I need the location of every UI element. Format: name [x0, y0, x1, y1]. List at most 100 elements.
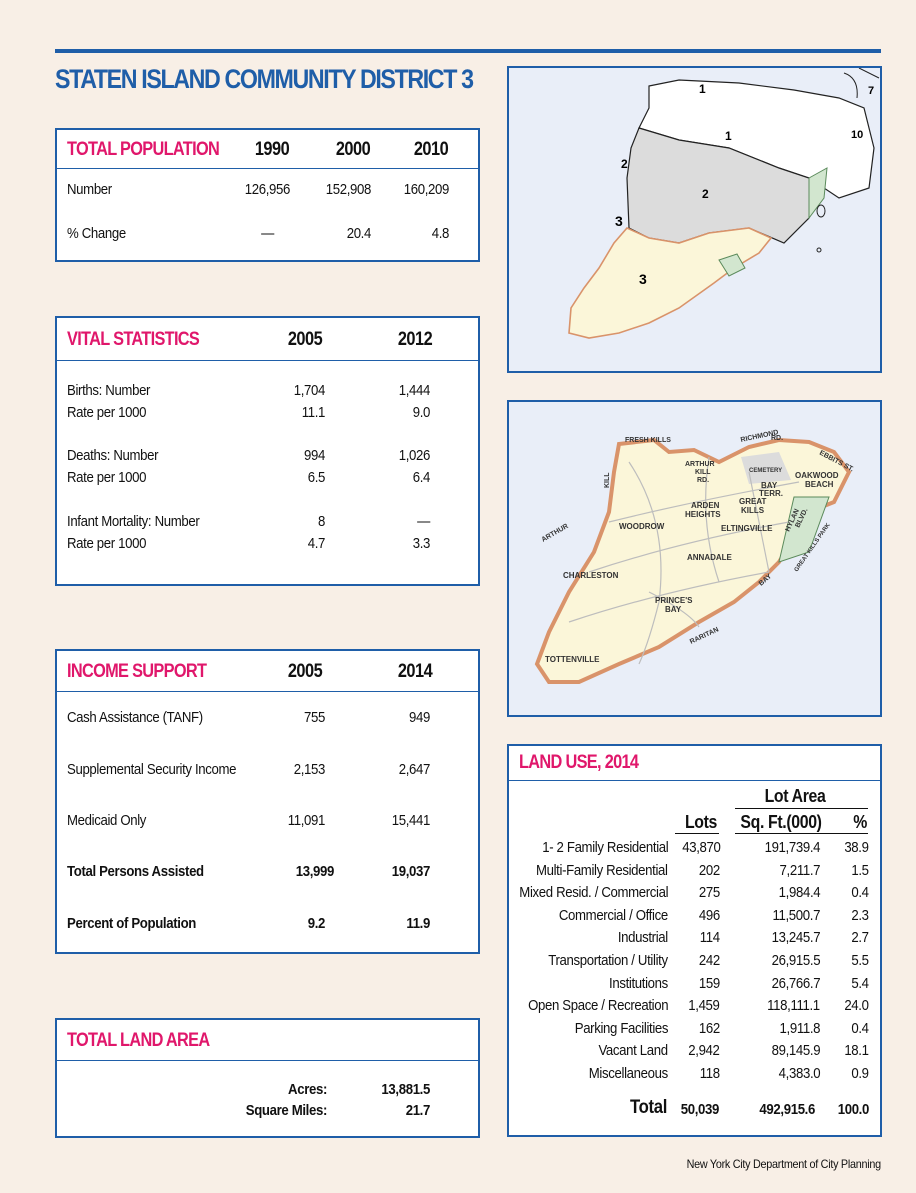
land-use-area: 26,915.5 — [771, 952, 820, 969]
map-label: HEIGHTS — [685, 510, 721, 519]
land-use-row: Vacant Land 2,942 89,145.9 18.1 — [509, 1042, 880, 1064]
map-label: ARTHUR — [685, 461, 715, 468]
income-header: INCOME SUPPORT 2005 2014 — [57, 651, 478, 692]
district-label: 2 — [702, 187, 709, 201]
land-use-row: Miscellaneous 118 4,383.0 0.9 — [509, 1065, 880, 1087]
great-kills-park-area — [778, 496, 830, 563]
land-use-row: Mixed Resid. / Commercial 275 1,984.4 0.4 — [509, 884, 880, 906]
land-use-total-lots: 50,039 — [680, 1101, 720, 1118]
land-area-panel: TOTAL LAND AREA Acres: 13,881.5 Square M… — [55, 1018, 480, 1138]
island-shape — [816, 204, 826, 218]
vital-value: 994 — [304, 447, 325, 464]
land-use-percent: 24.0 — [844, 997, 870, 1015]
income-value: 755 — [304, 709, 325, 726]
income-value: 2,153 — [293, 761, 326, 778]
land-use-lots: 275 — [699, 884, 720, 902]
square-miles-value: 21.7 — [405, 1102, 431, 1119]
land-use-lots: 162 — [699, 1019, 720, 1037]
district-label: 1 — [699, 82, 706, 96]
vital-value: 6.5 — [307, 469, 326, 486]
income-total-label: Total Persons Assisted — [67, 863, 204, 880]
land-use-row: Multi-Family Residential 202 7,211.7 1.5 — [509, 862, 880, 884]
pop-value: 126,956 — [244, 181, 291, 198]
income-label: Supplemental Security Income — [67, 761, 237, 778]
land-area-heading: TOTAL LAND AREA — [67, 1030, 210, 1051]
district-map: 1 1 2 2 3 3 7 10 — [507, 66, 882, 373]
land-use-percent: 5.4 — [851, 974, 870, 992]
land-use-lots: 118 — [700, 1065, 720, 1082]
income-percent-value: 11.9 — [406, 915, 430, 932]
year-2010: 2010 — [413, 139, 449, 160]
map-label: KILLS — [741, 506, 765, 515]
acres-label: Acres: — [288, 1081, 327, 1098]
map-label: BAY — [665, 605, 682, 614]
map-label: BEACH — [805, 480, 834, 489]
land-use-area: 1,911.8 — [779, 1019, 820, 1037]
land-use-category: Commercial / Office — [559, 906, 668, 924]
top-rule — [55, 49, 881, 53]
land-use-area: 89,145.9 — [771, 1042, 820, 1060]
year-1990: 1990 — [254, 139, 290, 160]
land-use-header: LAND USE, 2014 — [509, 746, 880, 781]
land-use-panel: LAND USE, 2014 Lot Area Lots Sq. Ft.(000… — [507, 744, 882, 1137]
income-label: Cash Assistance (TANF) — [67, 709, 203, 726]
map-label: GREAT — [739, 497, 767, 506]
pop-row-label: Number — [67, 181, 112, 198]
income-percent-label: Percent of Population — [67, 915, 197, 932]
vital-value: 4.7 — [307, 535, 326, 552]
land-use-row: Commercial / Office 496 11,500.7 2.3 — [509, 907, 880, 929]
land-use-total-pct: 100.0 — [837, 1101, 870, 1118]
district-label: 2 — [621, 157, 628, 171]
cemetery-area — [741, 452, 791, 484]
map-label: ANNADALE — [687, 553, 733, 562]
land-use-lots: 114 — [700, 929, 720, 947]
map-label: RD. — [771, 435, 783, 442]
year-2000: 2000 — [335, 139, 371, 160]
year-2005: 2005 — [287, 661, 323, 682]
vital-value: 1,704 — [293, 382, 326, 399]
vital-heading: VITAL STATISTICS — [67, 329, 200, 350]
income-value: 949 — [409, 709, 430, 726]
map-label: TERR. — [759, 489, 783, 498]
land-use-category: Transportation / Utility — [548, 952, 669, 969]
neighborhood-map-svg: FRESH KILLS KILL ARTHUR ARTHUR KILL RD. … — [534, 429, 855, 684]
land-area-header: TOTAL LAND AREA — [57, 1020, 478, 1061]
pct-column-header: % — [853, 812, 867, 832]
land-use-row: Transportation / Utility 242 26,915.5 5.5 — [509, 952, 880, 974]
land-use-lots: 1,459 — [688, 997, 721, 1015]
vital-value: 9.0 — [412, 404, 431, 421]
vital-value: 8 — [318, 513, 325, 530]
vital-header: VITAL STATISTICS 2005 2012 — [57, 318, 478, 361]
vital-value: 1,026 — [398, 447, 431, 464]
vital-value: — — [417, 513, 430, 530]
pop-row-label: % Change — [67, 225, 126, 242]
sqft-column-header: Sq. Ft.(000) — [740, 812, 822, 832]
land-use-percent: 0.9 — [851, 1065, 870, 1082]
population-heading: TOTAL POPULATION — [67, 139, 220, 160]
land-use-area: 4,383.0 — [778, 1065, 820, 1082]
land-use-heading: LAND USE, 2014 — [519, 752, 639, 773]
street-lines — [568, 456, 800, 665]
land-use-category: Industrial — [617, 929, 668, 947]
vital-value: 3.3 — [412, 535, 431, 552]
map-label: KILL — [695, 469, 711, 476]
land-use-row: Industrial 114 13,245.7 2.7 — [509, 929, 880, 951]
land-use-row: Parking Facilities 162 1,911.8 0.4 — [509, 1020, 880, 1042]
land-use-category: 1- 2 Family Residential — [541, 839, 669, 856]
land-use-area: 13,245.7 — [771, 929, 820, 947]
map-label: CEMETERY — [749, 468, 782, 474]
land-use-area: 26,766.7 — [771, 974, 820, 992]
pop-value: 20.4 — [346, 225, 372, 242]
map-label: ARTHUR — [541, 523, 570, 544]
page-title: STATEN ISLAND COMMUNITY DISTRICT 3 — [55, 64, 474, 94]
map-label: KILL — [604, 472, 611, 488]
map-label: OAKWOOD — [795, 471, 839, 480]
map-label: ELTINGVILLE — [721, 524, 773, 533]
district-map-svg: 1 1 2 2 3 3 7 10 — [568, 68, 880, 339]
year-2012: 2012 — [397, 329, 433, 350]
map-label: WOODROW — [619, 522, 665, 531]
vital-label: Rate per 1000 — [67, 404, 147, 421]
land-use-category: Miscellaneous — [588, 1065, 668, 1082]
land-use-percent: 1.5 — [851, 861, 870, 879]
land-use-percent: 18.1 — [844, 1042, 870, 1060]
